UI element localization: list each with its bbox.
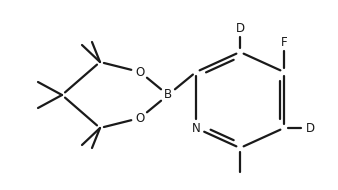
Text: O: O <box>136 66 145 78</box>
Text: N: N <box>192 121 200 135</box>
Text: D: D <box>236 21 245 35</box>
Text: F: F <box>281 36 287 48</box>
Text: D: D <box>306 121 315 135</box>
Text: O: O <box>136 112 145 124</box>
Text: B: B <box>164 89 172 101</box>
